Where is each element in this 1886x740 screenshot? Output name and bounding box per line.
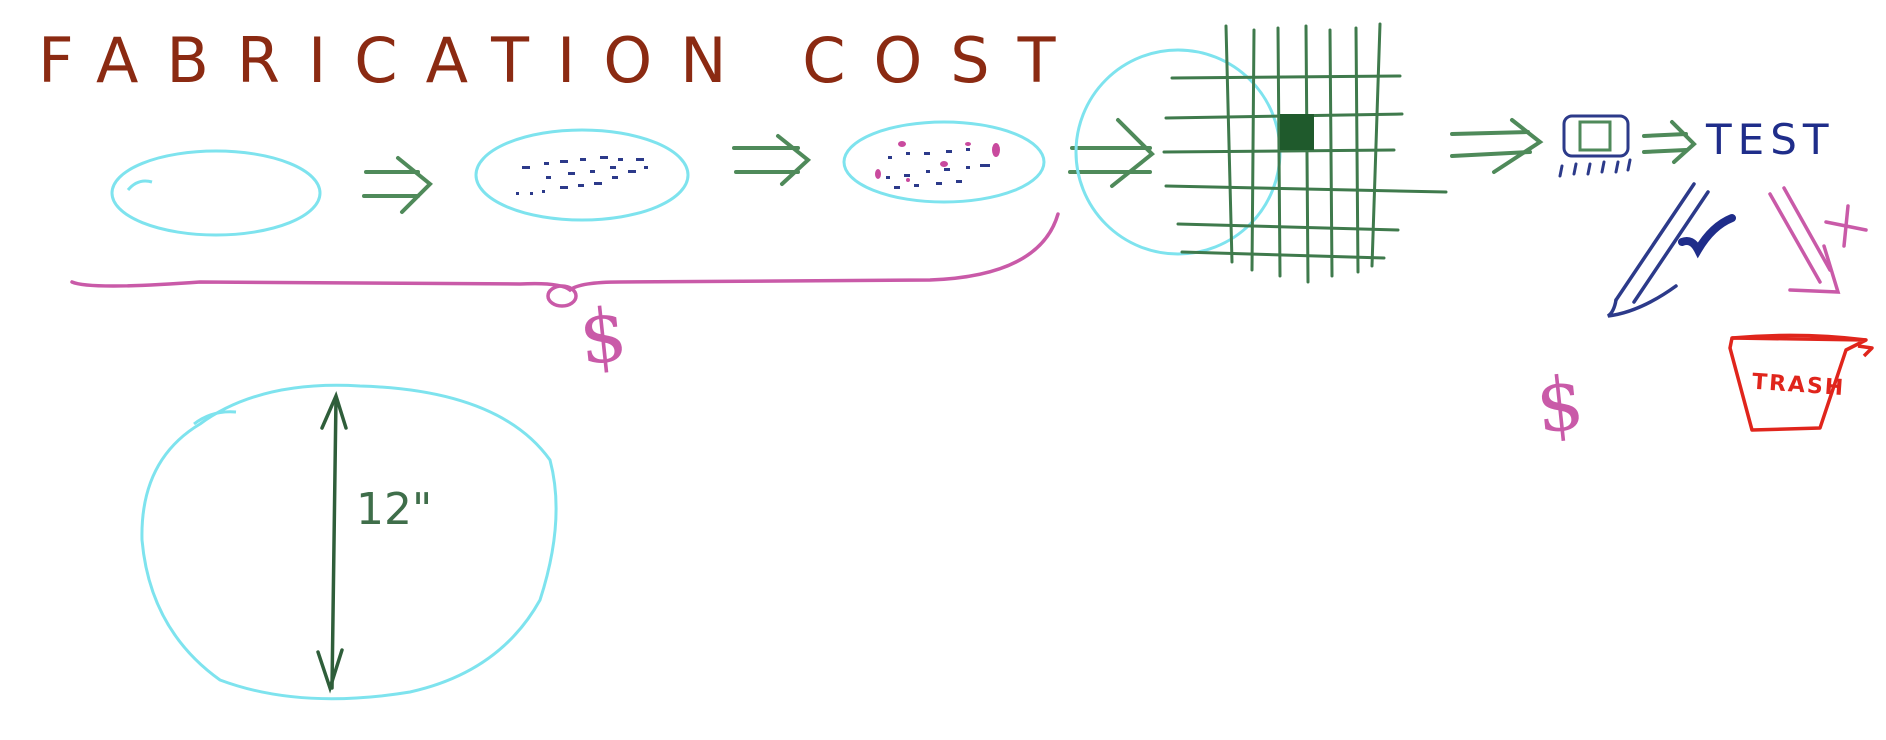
double-arrow-icon-5 xyxy=(1642,120,1697,164)
pass-arrow xyxy=(1606,182,1710,318)
double-arrow-icon-2 xyxy=(732,134,812,186)
trash-bin-icon xyxy=(1728,333,1874,432)
double-arrow-icon-4 xyxy=(1450,118,1544,174)
wafer-icon-12in xyxy=(140,383,558,701)
fail-arrow xyxy=(1768,186,1868,294)
double-arrow-icon-1 xyxy=(362,156,433,214)
wafer-icon-patterned xyxy=(474,128,690,222)
diagram-title: FABRICATION COST xyxy=(38,24,1084,97)
cost-bracket xyxy=(70,212,1060,308)
double-arrow-icon-3 xyxy=(1068,118,1155,188)
test-label: TEST xyxy=(1705,115,1835,164)
diced-wafer-grid xyxy=(1074,22,1448,284)
wafer-diameter-label: 12" xyxy=(356,484,432,535)
trash-label: TRASH xyxy=(1751,370,1846,401)
check-icon xyxy=(1678,214,1736,259)
cost-label-left: $ xyxy=(575,291,631,381)
wafer-icon-defects xyxy=(842,120,1046,204)
wafer-icon-blank xyxy=(110,149,322,237)
diameter-arrow xyxy=(316,391,348,694)
chip-icon xyxy=(1558,114,1632,178)
cost-label-right: $ xyxy=(1532,360,1588,450)
